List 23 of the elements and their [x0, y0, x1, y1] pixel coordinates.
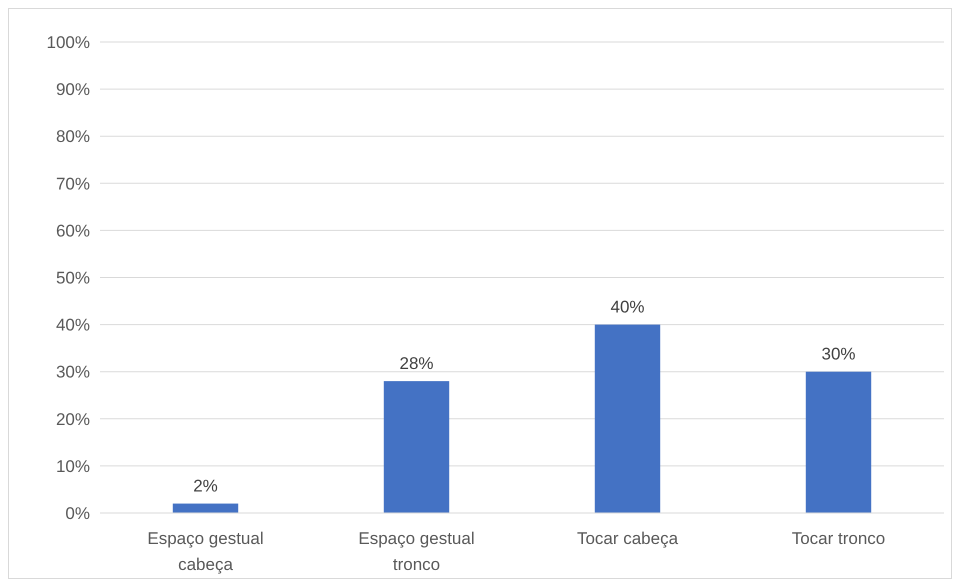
- y-tick-label: 30%: [56, 362, 90, 382]
- bar: [806, 372, 872, 513]
- y-tick-label: 90%: [56, 80, 90, 100]
- data-label: 40%: [610, 298, 645, 317]
- y-tick-label: 60%: [56, 221, 90, 240]
- y-tick-label: 0%: [65, 504, 90, 523]
- data-label: 2%: [193, 476, 218, 496]
- y-tick-label: 20%: [56, 410, 90, 429]
- x-tick-label: Tocar tronco: [792, 529, 886, 548]
- x-tick-label: Espaço gestual tronco: [358, 529, 475, 574]
- bar: [172, 504, 238, 513]
- data-label: 30%: [821, 344, 856, 364]
- data-label: 28%: [399, 354, 434, 374]
- x-tick-label: Espaço gestual cabeça: [147, 529, 264, 574]
- y-tick-label: 50%: [56, 268, 90, 288]
- bar: [594, 324, 660, 513]
- y-tick-label: 40%: [56, 316, 90, 335]
- y-tick-label: 80%: [56, 127, 90, 146]
- y-tick-label: 70%: [56, 174, 90, 194]
- bar: [384, 381, 450, 513]
- y-tick-label: 10%: [56, 456, 90, 476]
- x-tick-label: Tocar cabeça: [576, 529, 679, 548]
- y-tick-label: 100%: [46, 32, 90, 52]
